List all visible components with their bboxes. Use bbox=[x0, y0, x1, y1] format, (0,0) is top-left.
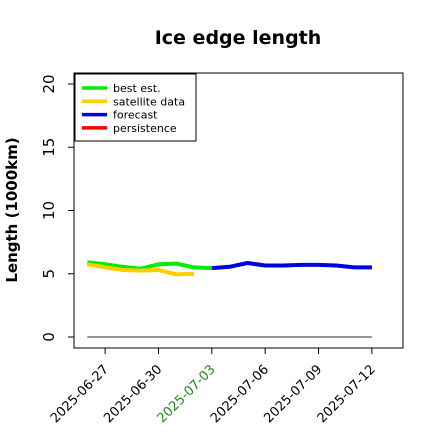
y-tick-label: 10 bbox=[40, 201, 58, 220]
y-axis-label: Length (1000km) bbox=[3, 137, 21, 282]
series-line-2 bbox=[211, 261, 372, 271]
y-tick-label: 0 bbox=[40, 332, 58, 342]
legend-label-0: best est. bbox=[113, 82, 161, 95]
y-tick-label: 5 bbox=[40, 269, 58, 279]
x-ticks: 2025-06-272025-06-302025-07-032025-07-06… bbox=[48, 348, 379, 426]
y-tick-label: 20 bbox=[40, 74, 58, 93]
legend-label-3: persistence bbox=[113, 122, 177, 135]
legend-box bbox=[74, 73, 197, 142]
legend: best est.satellite dataforecastpersisten… bbox=[74, 73, 197, 142]
series-line-1 bbox=[86, 262, 195, 277]
series-layer bbox=[86, 260, 372, 277]
chart-title: Ice edge length bbox=[155, 27, 322, 49]
legend-label-2: forecast bbox=[113, 109, 158, 122]
series-line-0 bbox=[87, 260, 212, 271]
y-tick-label: 15 bbox=[40, 138, 58, 157]
y-ticks: 0 5 10 15 20 bbox=[40, 74, 74, 342]
legend-label-1: satellite data bbox=[113, 95, 185, 108]
